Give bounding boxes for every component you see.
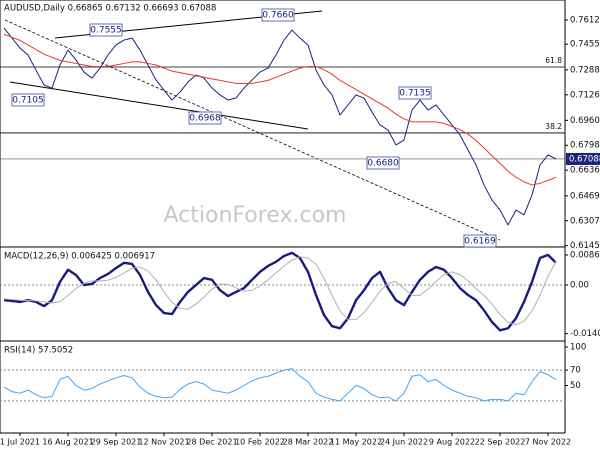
annotation: 0.7660 (262, 11, 294, 21)
x-tick-label: 28 Dec 2021 (186, 438, 237, 447)
trend-line (4, 19, 501, 241)
y-tick-label: 50 (570, 381, 581, 391)
x-tick-label: 29 Sep 2021 (91, 438, 142, 447)
y-tick-label: 0.63071 (570, 216, 600, 226)
x-tick-label: 28 Mar 2022 (283, 438, 334, 447)
x-tick-label: 24 Jun 2022 (380, 438, 428, 447)
y-tick-label: 0.76121 (570, 16, 600, 26)
y-tick-label: -0.014056 (570, 329, 600, 339)
fib-label: 38.2 (545, 122, 562, 131)
watermark: ActionForex.com (164, 203, 347, 228)
y-tick-label: 100 (570, 343, 586, 353)
y-tick-label: 0.008687 (570, 250, 600, 260)
last-price-label: 0.67088 (569, 154, 600, 164)
y-tick-label: 0.66361 (570, 166, 600, 176)
y-tick-label: 0.74551 (570, 40, 600, 50)
macd-title: MACD(12,26,9) 0.006425 0.006917 (4, 252, 155, 262)
series-line (3, 256, 557, 326)
y-tick-label: 0.67981 (570, 141, 600, 151)
x-tick-label: 1 Jul 2021 (0, 438, 40, 447)
annotation: 0.6169 (464, 237, 496, 247)
annotation: 0.6968 (189, 114, 221, 124)
x-tick-label: 10 Feb 2022 (235, 438, 285, 447)
annotation-box (89, 23, 123, 37)
plot-frame (0, 0, 566, 434)
series-line (3, 27, 557, 226)
price-title: AUDUSD,Daily 0.66865 0.67132 0.66693 0.6… (4, 4, 216, 14)
fib-label: 61.8 (545, 56, 562, 65)
y-tick-label: 0.64691 (570, 191, 600, 201)
x-tick-label: 11 May 2022 (330, 438, 382, 447)
annotation-box (463, 234, 497, 248)
x-tick-label: 16 Aug 2021 (42, 438, 93, 447)
annotation-box (11, 93, 45, 107)
annotation-box (398, 86, 432, 100)
x-tick-label: 22 Sep 2022 (475, 438, 526, 447)
y-tick-label: 0.71261 (570, 90, 600, 100)
annotation-box (188, 111, 222, 125)
y-tick-label: 70 (570, 366, 581, 376)
x-tick-label: 7 Nov 2022 (525, 438, 571, 447)
y-tick-label: 0.00 (570, 281, 589, 291)
y-tick-label: 0.72881 (570, 65, 600, 75)
annotation-box (366, 156, 400, 170)
series-line (3, 368, 557, 402)
annotation: 0.7105 (12, 96, 44, 106)
annotation: 0.7135 (399, 89, 431, 99)
annotation: 0.6680 (367, 159, 399, 169)
x-tick-label: 9 Aug 2022 (429, 438, 475, 447)
last-price-box (566, 152, 600, 165)
annotation: 0.7555 (90, 26, 122, 36)
trend-line (9, 81, 309, 130)
series-line (3, 251, 557, 332)
series-line (3, 33, 557, 186)
y-tick-label: 0.61451 (570, 241, 600, 251)
annotation-box (261, 8, 295, 22)
rsi-title: RSI(14) 57.5052 (4, 346, 73, 356)
x-tick-label: 12 Nov 2021 (138, 438, 189, 447)
